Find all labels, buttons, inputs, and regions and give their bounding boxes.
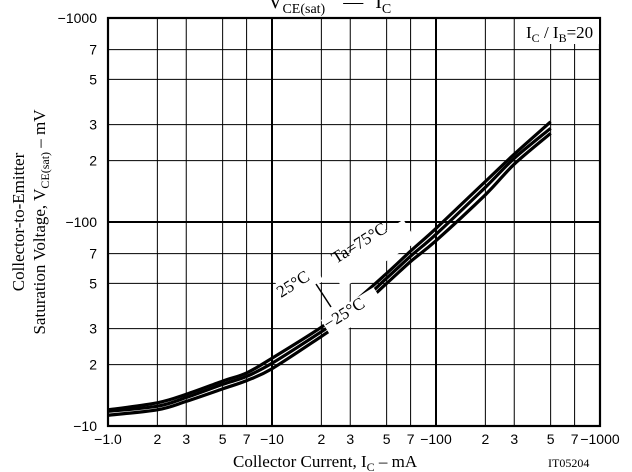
x-tick-label: −1.0 <box>94 431 122 447</box>
y-tick-label: 7 <box>89 42 97 58</box>
y-tick-label: 3 <box>89 117 97 133</box>
series-line-1 <box>107 127 552 413</box>
figure-code: IT05204 <box>548 456 589 470</box>
y-axis-label-line1: Collector-to-Emitter <box>9 152 28 291</box>
series-line-0 <box>107 120 552 412</box>
x-tick-label: −10 <box>260 431 284 447</box>
x-tick-label: 5 <box>547 431 555 447</box>
x-tick-label: 3 <box>182 431 190 447</box>
x-tick-label: 2 <box>317 431 325 447</box>
y-tick-label: 2 <box>89 357 97 373</box>
series-line-2 <box>107 132 552 417</box>
x-tick-label: 7 <box>407 431 415 447</box>
title-dash: — <box>342 0 364 13</box>
x-tick-label: 2 <box>153 431 161 447</box>
y-tick-label: −1000 <box>58 10 98 26</box>
x-tick-label: −1000 <box>580 431 620 447</box>
title-subscript-2: C <box>382 2 391 17</box>
condition-box <box>520 19 599 44</box>
y-tick-label: −10 <box>73 418 97 434</box>
x-tick-label: 7 <box>571 431 579 447</box>
plot-frame <box>106 16 602 428</box>
title-main-2: I <box>375 0 382 13</box>
title-main: V <box>268 0 283 13</box>
y-tick-labels: −10 2 3 5 7 −100 2 3 5 7 −1000 <box>58 10 98 434</box>
x-tick-label: 5 <box>383 431 391 447</box>
x-tick-label: 3 <box>346 431 354 447</box>
annotation-leader-line <box>315 283 332 308</box>
condition-label: IC / IB=20 <box>526 23 593 45</box>
y-tick-label: 2 <box>89 153 97 169</box>
x-tick-label: 2 <box>481 431 489 447</box>
series-lines <box>107 120 552 417</box>
x-tick-label: 7 <box>243 431 251 447</box>
x-tick-label: 3 <box>510 431 518 447</box>
x-axis-label: Collector Current, IC – mA <box>233 452 418 472</box>
x-tick-label: −100 <box>420 431 452 447</box>
curve-annotations: Ta=75°C 25°C −25°C <box>273 219 418 339</box>
grid-lines <box>107 17 601 427</box>
x-tick-label: 5 <box>219 431 227 447</box>
y-tick-label: 5 <box>89 71 97 87</box>
y-tick-label: −100 <box>65 214 97 230</box>
y-tick-label: 3 <box>89 321 97 337</box>
y-axis-label-line2: Saturation Voltage, VCE(sat) – mV <box>30 109 52 335</box>
x-tick-labels: −1.0 2 3 5 7 −10 2 3 5 7 −100 2 3 5 7 −1000 <box>94 431 620 447</box>
title-subscript: CE(sat) <box>282 2 325 17</box>
y-tick-label: 7 <box>89 246 97 262</box>
chart-title: VCE(sat) — IC <box>268 0 391 17</box>
y-tick-label: 5 <box>89 275 97 291</box>
